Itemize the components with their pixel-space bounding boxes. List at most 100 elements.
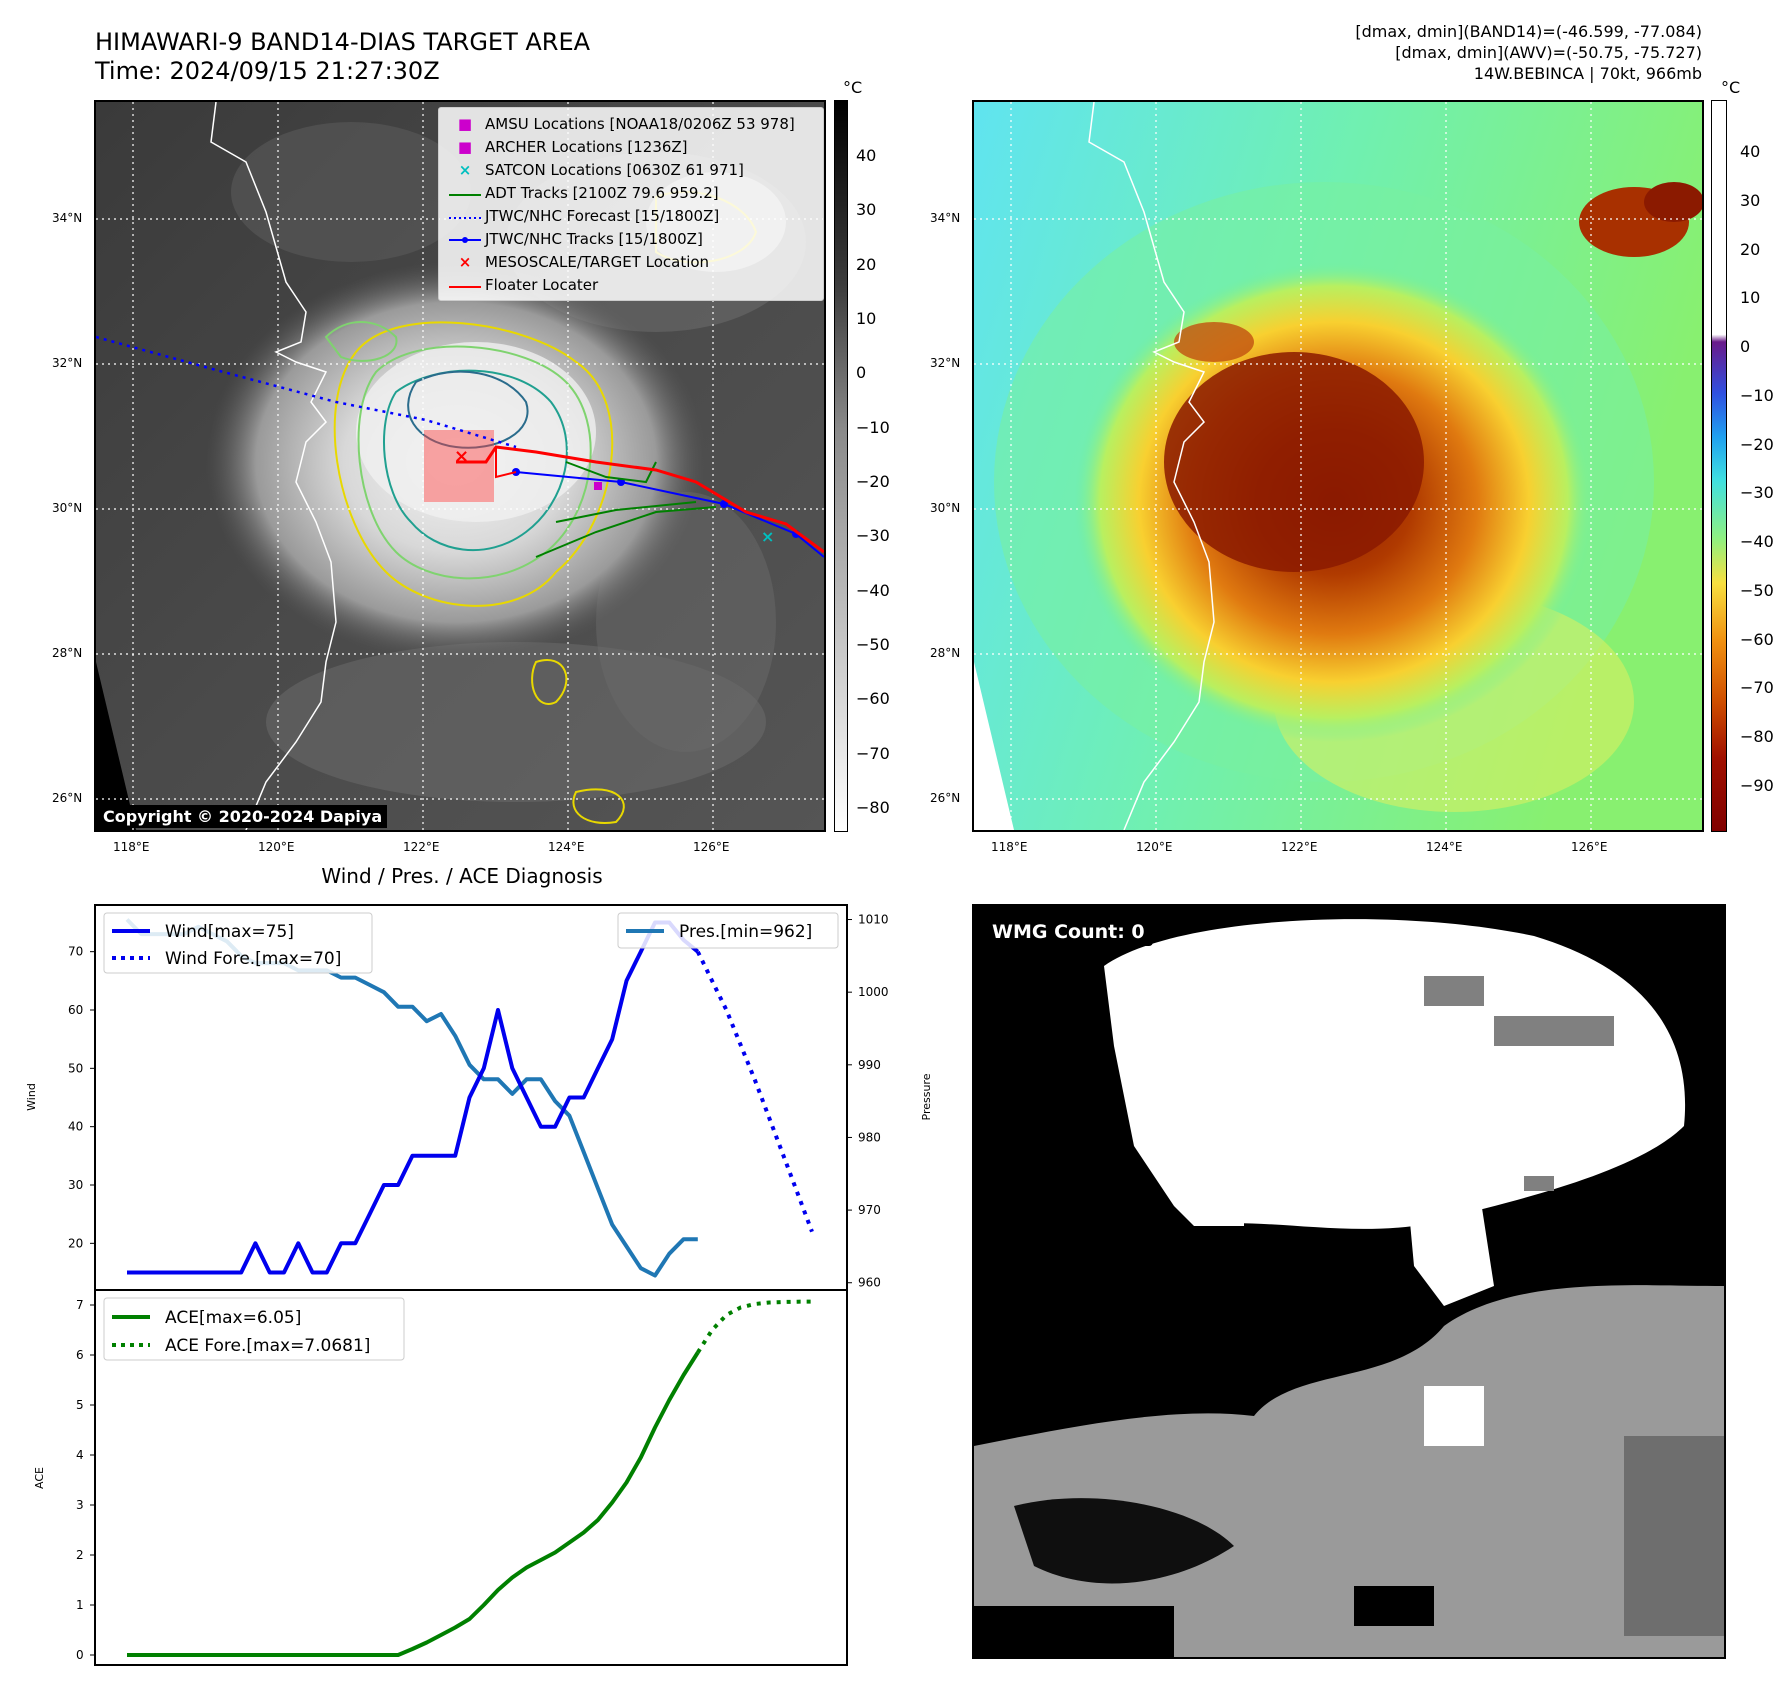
lat-label: 26°N bbox=[930, 791, 961, 805]
pressure-ytick-label: 960 bbox=[858, 1276, 881, 1290]
wind-series bbox=[127, 920, 700, 1275]
colorbar-left-tick: −40 bbox=[856, 580, 890, 600]
colorbar-right-tick: 30 bbox=[1740, 190, 1761, 210]
colorbar-left-tick: −30 bbox=[856, 526, 890, 546]
graticule bbox=[974, 102, 1702, 830]
target-area-box bbox=[424, 430, 494, 502]
lon-label: 124°E bbox=[1426, 840, 1463, 854]
legend-pres-label: Pres.[min=962] bbox=[679, 922, 812, 942]
colorbar-left-tick: −60 bbox=[856, 689, 890, 709]
wind-forecast-series bbox=[696, 950, 814, 1233]
colorbar-left-tick: −20 bbox=[856, 472, 890, 491]
contour-blue bbox=[407, 370, 529, 449]
colorbar-right-tick: −50 bbox=[1740, 580, 1774, 600]
wmg-white-region bbox=[1104, 919, 1686, 1229]
ir-map-panel: × × ■ AMSU Locations [NOAA18/0206Z 53 978… bbox=[94, 100, 826, 832]
pressure-ytick-label: 980 bbox=[858, 1130, 881, 1144]
legend-ace-label: ACE[max=6.05] bbox=[165, 1308, 301, 1328]
chart-time: Time: 2024/09/15 21:27:30Z bbox=[95, 57, 440, 85]
diagnosis-title: Wind / Pres. / ACE Diagnosis bbox=[321, 864, 603, 888]
ace-series bbox=[127, 1351, 700, 1657]
colorbar-left-unit: °C bbox=[843, 78, 863, 97]
wind-ytick-label: 20 bbox=[68, 1236, 83, 1250]
colorbar-right bbox=[1711, 100, 1727, 832]
chart-title: HIMAWARI-9 BAND14-DIAS TARGET AREA bbox=[95, 28, 591, 56]
colorbar-left-tick: −50 bbox=[856, 635, 890, 654]
target-marker: × bbox=[454, 446, 469, 467]
contour-teal bbox=[383, 369, 568, 552]
ace-legend: ACE[max=6.05] ACE Fore.[max=7.0681] bbox=[103, 1297, 405, 1361]
lat-label: 28°N bbox=[52, 646, 83, 660]
wind-ytick-label: 50 bbox=[68, 1061, 83, 1075]
legend-archer: ARCHER Locations [1236Z] bbox=[485, 137, 688, 156]
lon-label: 126°E bbox=[1571, 840, 1608, 854]
lon-label: 120°E bbox=[1136, 840, 1173, 854]
colorbar-right-tick: −80 bbox=[1740, 727, 1774, 747]
colorbar-right-tick: −90 bbox=[1740, 776, 1774, 795]
wind-axis-label: Wind bbox=[25, 1083, 38, 1111]
ace-forecast-series bbox=[696, 1299, 813, 1354]
adt-track bbox=[535, 506, 717, 558]
colorbar-right-tick: 40 bbox=[1740, 142, 1761, 161]
ace-ytick-label: 4 bbox=[76, 1448, 84, 1462]
legend-amsu: AMSU Locations [NOAA18/0206Z 53 978] bbox=[485, 114, 795, 133]
ace-ytick-label: 2 bbox=[76, 1548, 84, 1562]
colorbar-right-tick: −10 bbox=[1740, 385, 1774, 405]
lon-label: 118°E bbox=[991, 840, 1028, 854]
info-storm: 14W.BEBINCA | 70kt, 966mb bbox=[1473, 64, 1702, 83]
colorbar-right-tick: −40 bbox=[1740, 532, 1774, 552]
colorbar-left-tick: 40 bbox=[856, 146, 877, 165]
copyright-badge: Copyright © 2020-2024 Dapiya bbox=[98, 805, 388, 828]
wmg-panel: WMG Count: 0 bbox=[972, 904, 1726, 1659]
coastline bbox=[1088, 102, 1215, 830]
ace-axis-label: ACE bbox=[33, 1467, 46, 1489]
colorbar-left-tick: 20 bbox=[856, 254, 877, 274]
wind-ytick-label: 60 bbox=[68, 1003, 83, 1017]
lat-label: 28°N bbox=[930, 646, 961, 660]
info-band14: [dmax, dmin](BAND14)=(-46.599, -77.084) bbox=[1355, 22, 1702, 41]
colorbar-right-tick: 10 bbox=[1740, 288, 1761, 308]
lat-label: 30°N bbox=[930, 501, 961, 515]
awv-map bbox=[974, 102, 1702, 830]
colorbar-right-tick: −60 bbox=[1740, 629, 1774, 649]
colorbar-right-unit: °C bbox=[1721, 78, 1741, 97]
wind-legend: Wind[max=75] Wind Fore.[max=70] bbox=[103, 912, 373, 974]
colorbar-left-tick: −10 bbox=[856, 417, 890, 437]
legend-jtwc-forecast: JTWC/NHC Forecast [15/1800Z] bbox=[485, 206, 720, 225]
colorbar-left-tick: 30 bbox=[856, 200, 877, 220]
colorbar-right-tick: −20 bbox=[1740, 434, 1774, 454]
pressure-ytick-label: 1000 bbox=[858, 985, 889, 999]
lon-label: 120°E bbox=[258, 840, 295, 854]
lon-label: 122°E bbox=[1281, 840, 1318, 854]
legend-wind-fore-label: Wind Fore.[max=70] bbox=[165, 949, 341, 969]
colorbar-right-tick: 20 bbox=[1740, 239, 1761, 259]
colorbar-left-tick: 0 bbox=[856, 363, 867, 383]
legend-floater: Floater Locater bbox=[485, 275, 599, 294]
pressure-axis-label: Pressure bbox=[920, 1073, 933, 1120]
ace-ytick-label: 1 bbox=[76, 1598, 84, 1612]
wmg-count-badge: WMG Count: 0 bbox=[984, 918, 1153, 946]
lat-label: 34°N bbox=[52, 211, 83, 225]
colorbar-left bbox=[834, 100, 848, 832]
pressure-ytick-label: 1010 bbox=[858, 913, 889, 927]
legend-satcon: SATCON Locations [0630Z 61 971] bbox=[485, 160, 744, 179]
wind-ytick-label: 70 bbox=[68, 945, 83, 959]
ace-ytick-label: 6 bbox=[76, 1348, 84, 1362]
lon-label: 122°E bbox=[403, 840, 440, 854]
ace-ytick-label: 3 bbox=[76, 1498, 84, 1512]
pressure-legend: Pres.[min=962] bbox=[617, 912, 839, 949]
coastline bbox=[210, 102, 337, 830]
contour-yellow bbox=[333, 321, 614, 607]
lat-label: 34°N bbox=[930, 211, 961, 225]
map-legend: ■ AMSU Locations [NOAA18/0206Z 53 978] ■ A… bbox=[438, 107, 824, 301]
lat-label: 26°N bbox=[52, 791, 83, 805]
legend-ace-fore-label: ACE Fore.[max=7.0681] bbox=[165, 1336, 370, 1356]
wmg-map bbox=[974, 906, 1724, 1657]
ace-ytick-label: 5 bbox=[76, 1398, 84, 1412]
colorbar-right-tick: −30 bbox=[1740, 483, 1774, 503]
wind-ytick-label: 40 bbox=[68, 1120, 83, 1134]
amsu-marker bbox=[594, 482, 602, 490]
lat-label: 32°N bbox=[930, 356, 961, 370]
satcon-marker: × bbox=[761, 527, 774, 546]
